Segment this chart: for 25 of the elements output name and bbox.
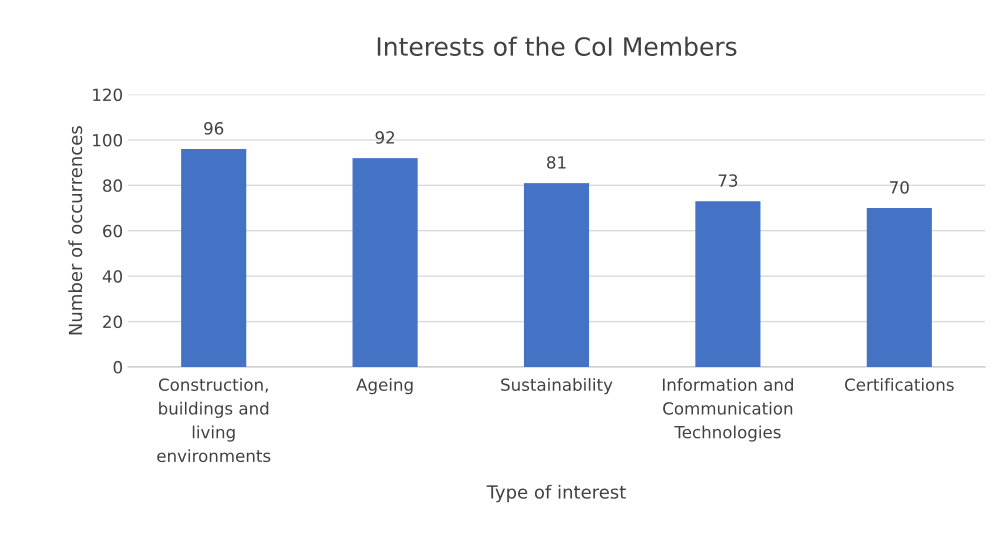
x-tick-label: Ageing xyxy=(356,378,413,394)
x-tick-label: Sustainability xyxy=(501,378,612,394)
y-tick-label: 20 xyxy=(103,316,122,328)
data-label: 73 xyxy=(718,174,738,187)
y-tick-label: 100 xyxy=(93,134,122,146)
data-label: 70 xyxy=(890,181,909,194)
bar xyxy=(181,149,246,367)
y-tick-label: 80 xyxy=(103,179,122,192)
bar xyxy=(866,208,932,367)
bar xyxy=(695,201,760,367)
data-label: 81 xyxy=(547,156,566,169)
y-axis-title: Number of occurrences xyxy=(68,126,82,334)
y-tick-label: 60 xyxy=(103,224,122,238)
x-tick-label: Information and Communication Technologies xyxy=(662,378,793,442)
bar xyxy=(524,183,590,367)
y-tick-label: 40 xyxy=(102,270,122,283)
bar xyxy=(352,158,418,367)
x-axis-title: Type of interest xyxy=(486,484,626,502)
chart-title: Interests of the CoI Members xyxy=(378,36,736,56)
data-label: 92 xyxy=(376,131,394,144)
x-tick-label: Construction, buildings and living environments xyxy=(157,378,270,462)
y-tick-label: 120 xyxy=(93,88,122,102)
x-tick-label: Certifications xyxy=(845,378,954,391)
data-label: 96 xyxy=(204,122,224,135)
y-tick-label: 0 xyxy=(114,360,122,374)
